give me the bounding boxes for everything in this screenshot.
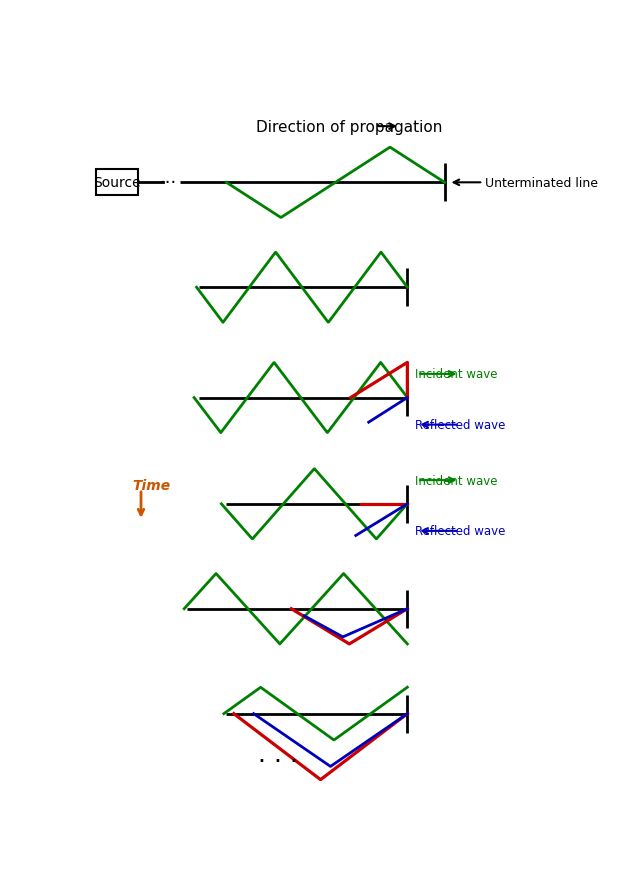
Text: Reflected wave: Reflected wave	[415, 525, 505, 537]
Text: ···: ···	[159, 174, 177, 192]
Text: Unterminated line: Unterminated line	[484, 176, 598, 190]
Text: Incident wave: Incident wave	[415, 368, 497, 381]
Text: Direction of propagation: Direction of propagation	[256, 119, 442, 134]
Text: Reflected wave: Reflected wave	[415, 419, 505, 432]
Text: Incident wave: Incident wave	[415, 474, 497, 487]
Text: · · ·: · · ·	[259, 749, 298, 774]
Text: Source: Source	[93, 176, 141, 191]
Text: Time: Time	[132, 479, 170, 493]
